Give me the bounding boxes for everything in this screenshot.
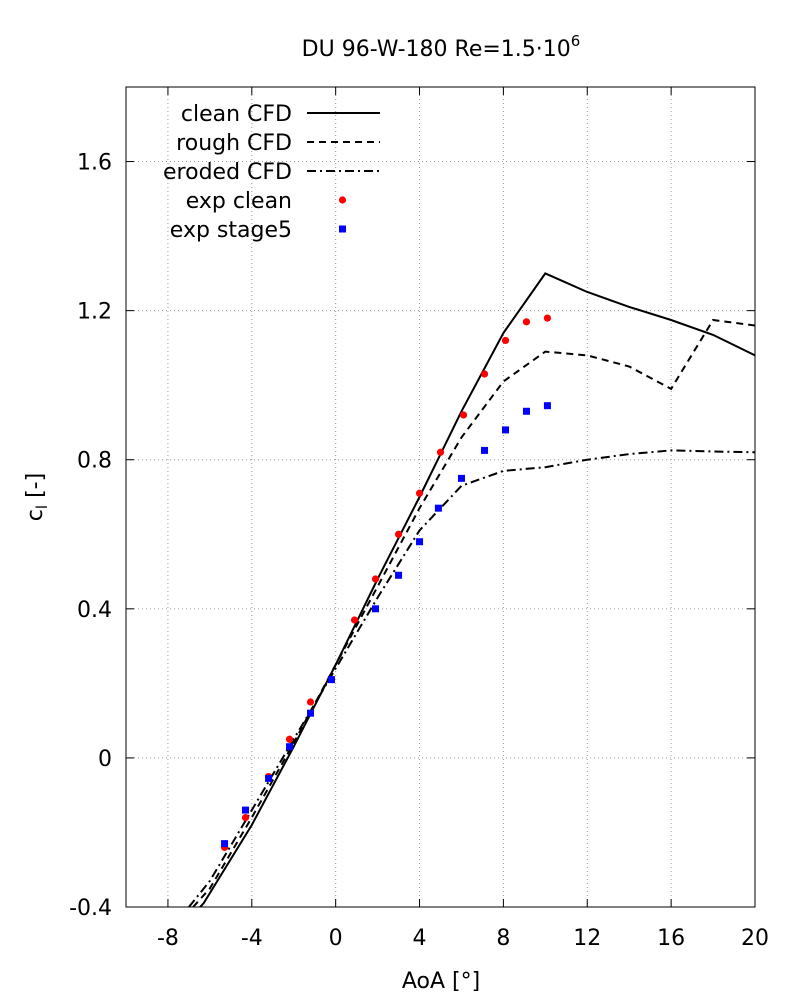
y-tick-label: 1.2 bbox=[77, 300, 112, 325]
data-point-exp-stage5 bbox=[434, 504, 442, 512]
data-point-exp-clean bbox=[350, 616, 359, 624]
legend-label-exp-stage5: exp stage5 bbox=[170, 218, 292, 243]
data-point-exp-stage5 bbox=[372, 605, 380, 613]
series-line-rough-cfd bbox=[192, 318, 755, 907]
data-point-exp-stage5 bbox=[242, 806, 250, 814]
legend-label-rough-cfd: rough CFD bbox=[176, 131, 292, 156]
legend: clean CFD rough CFD eroded CFD exp clean exp… bbox=[163, 102, 380, 243]
data-point-exp-stage5 bbox=[395, 571, 403, 579]
x-tick-label: -8 bbox=[157, 926, 179, 951]
data-point-exp-clean bbox=[394, 530, 403, 538]
data-point-exp-clean bbox=[543, 314, 552, 322]
data-point-exp-stage5 bbox=[265, 774, 273, 782]
data-point-exp-clean bbox=[459, 411, 468, 419]
x-tick-label: 12 bbox=[573, 926, 601, 951]
data-point-exp-clean bbox=[480, 370, 489, 378]
data-point-exp-clean bbox=[501, 336, 510, 345]
plot-frame bbox=[125, 86, 756, 908]
axis-tick-labels: -8 -4 0 4 8 12 16 20 -0.4 0 0.4 0.8 1.2 1.6 bbox=[69, 151, 769, 951]
data-point-exp-stage5 bbox=[501, 426, 509, 434]
series-line-eroded-cfd bbox=[188, 449, 755, 907]
x-tick-label: 20 bbox=[741, 926, 769, 951]
data-point-exp-clean bbox=[285, 735, 294, 743]
data-point-exp-clean bbox=[436, 448, 445, 456]
legend-swatch-exp-stage5 bbox=[339, 225, 346, 233]
data-point-exp-clean bbox=[415, 489, 424, 497]
legend-label-clean-cfd: clean CFD bbox=[181, 102, 292, 127]
y-tick-label: 1.6 bbox=[77, 151, 112, 176]
legend-label-eroded-cfd: eroded CFD bbox=[163, 160, 292, 185]
y-tick-label: -0.4 bbox=[69, 896, 112, 921]
y-axis-title-symbol: c bbox=[23, 509, 48, 521]
data-point-exp-stage5 bbox=[543, 402, 551, 410]
x-tick-label: 4 bbox=[413, 926, 427, 951]
data-point-exp-clean bbox=[241, 813, 250, 822]
data-point-exp-stage5 bbox=[307, 709, 315, 717]
y-axis-title: cl [-] bbox=[23, 473, 51, 521]
data-point-exp-stage5 bbox=[327, 676, 335, 684]
chart-title-superscript: 6 bbox=[571, 32, 581, 50]
data-point-exp-clean bbox=[371, 575, 380, 583]
data-point-exp-stage5 bbox=[522, 407, 530, 415]
y-axis-title-subscript: l bbox=[33, 505, 51, 509]
chart-title: DU 96-W-180 Re=1.5·106 bbox=[302, 32, 581, 62]
y-tick-label: 0.8 bbox=[77, 449, 112, 474]
legend-swatch-exp-clean bbox=[338, 196, 347, 204]
x-axis-title: AoA [°] bbox=[402, 969, 480, 994]
data-point-exp-stage5 bbox=[457, 474, 465, 482]
y-tick-label: 0 bbox=[98, 747, 112, 772]
series-line-clean-cfd bbox=[198, 272, 755, 907]
data-point-exp-clean bbox=[522, 318, 531, 326]
x-tick-label: 8 bbox=[496, 926, 510, 951]
chart-title-main: DU 96-W-180 Re=1.5·10 bbox=[302, 37, 571, 62]
x-tick-label: 16 bbox=[657, 926, 685, 951]
grid bbox=[126, 87, 755, 907]
data-point-exp-stage5 bbox=[286, 743, 294, 751]
data-point-exp-stage5 bbox=[481, 446, 489, 454]
axis-ticks bbox=[126, 87, 756, 908]
data-point-exp-clean bbox=[306, 698, 315, 706]
data-point-exp-stage5 bbox=[416, 538, 424, 546]
y-axis-title-unit: [-] bbox=[23, 473, 48, 505]
plot-series bbox=[188, 272, 755, 907]
legend-label-exp-clean: exp clean bbox=[186, 189, 292, 214]
y-tick-label: 0.4 bbox=[77, 598, 112, 623]
x-tick-label: 0 bbox=[329, 926, 343, 951]
x-tick-label: -4 bbox=[241, 926, 263, 951]
data-point-exp-stage5 bbox=[221, 840, 229, 848]
